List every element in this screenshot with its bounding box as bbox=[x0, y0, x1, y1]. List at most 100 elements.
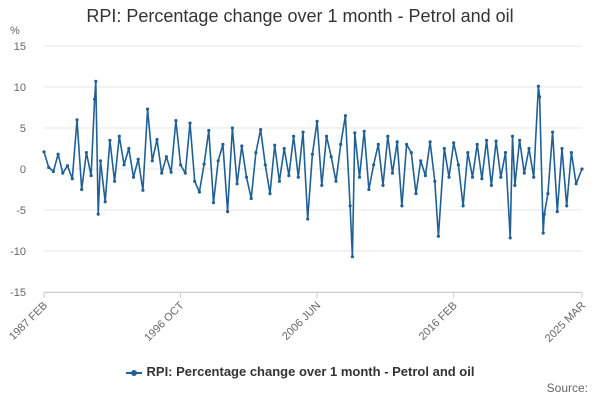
data-point[interactable] bbox=[244, 175, 249, 179]
data-point[interactable] bbox=[466, 151, 470, 155]
data-point[interactable] bbox=[343, 114, 347, 118]
data-point[interactable] bbox=[376, 142, 380, 146]
data-point[interactable] bbox=[324, 134, 329, 138]
credits-text[interactable]: Source: bbox=[546, 381, 588, 395]
data-point[interactable] bbox=[235, 182, 239, 186]
data-point[interactable] bbox=[362, 129, 366, 133]
data-point[interactable] bbox=[414, 192, 418, 196]
data-point[interactable] bbox=[65, 164, 70, 168]
data-point[interactable] bbox=[202, 162, 206, 166]
data-point[interactable] bbox=[419, 159, 423, 163]
data-point[interactable] bbox=[254, 151, 258, 155]
data-point[interactable] bbox=[263, 163, 267, 167]
data-point[interactable] bbox=[301, 130, 305, 134]
data-point[interactable] bbox=[127, 146, 131, 151]
data-point[interactable] bbox=[348, 204, 352, 208]
data-point[interactable] bbox=[339, 142, 343, 146]
data-point[interactable] bbox=[532, 175, 536, 179]
data-point[interactable] bbox=[470, 175, 475, 179]
data-point[interactable] bbox=[569, 151, 574, 155]
data-point[interactable] bbox=[122, 163, 126, 167]
data-point[interactable] bbox=[98, 159, 103, 163]
data-point[interactable] bbox=[150, 159, 154, 163]
data-point[interactable] bbox=[216, 159, 220, 163]
data-point[interactable] bbox=[551, 130, 555, 134]
data-point[interactable] bbox=[409, 151, 413, 155]
data-point[interactable] bbox=[447, 175, 451, 179]
data-point[interactable] bbox=[513, 183, 517, 187]
data-point[interactable] bbox=[542, 212, 546, 216]
data-point[interactable] bbox=[197, 190, 201, 194]
data-point[interactable] bbox=[390, 171, 395, 175]
data-point[interactable] bbox=[475, 142, 479, 146]
data-point[interactable] bbox=[268, 192, 272, 196]
data-point[interactable] bbox=[70, 177, 74, 181]
data-point[interactable] bbox=[315, 119, 319, 123]
data-point[interactable] bbox=[296, 175, 300, 179]
data-point[interactable] bbox=[423, 174, 427, 178]
data-point[interactable] bbox=[510, 134, 515, 138]
data-point[interactable] bbox=[51, 169, 56, 174]
data-point[interactable] bbox=[226, 210, 230, 214]
data-point[interactable] bbox=[357, 175, 362, 179]
data-point[interactable] bbox=[188, 121, 192, 125]
data-point[interactable] bbox=[350, 255, 354, 259]
data-point[interactable] bbox=[560, 146, 564, 151]
data-point[interactable] bbox=[155, 137, 159, 142]
data-point[interactable] bbox=[320, 183, 324, 187]
data-point[interactable] bbox=[405, 142, 409, 146]
data-point[interactable] bbox=[489, 183, 493, 187]
data-point[interactable] bbox=[282, 146, 286, 151]
data-point[interactable] bbox=[183, 171, 187, 175]
data-point[interactable] bbox=[527, 146, 531, 151]
data-point[interactable] bbox=[160, 171, 164, 175]
data-point[interactable] bbox=[508, 236, 512, 240]
data-point[interactable] bbox=[136, 157, 140, 161]
data-point[interactable] bbox=[555, 210, 559, 214]
data-point[interactable] bbox=[42, 150, 46, 154]
data-point[interactable] bbox=[395, 140, 399, 144]
data-point[interactable] bbox=[310, 152, 314, 156]
data-point[interactable] bbox=[574, 182, 578, 186]
data-point[interactable] bbox=[372, 163, 376, 167]
data-point[interactable] bbox=[400, 204, 404, 208]
data-point[interactable] bbox=[221, 142, 225, 146]
data-point[interactable] bbox=[565, 204, 569, 208]
data-point[interactable] bbox=[580, 167, 584, 171]
data-point[interactable] bbox=[436, 234, 440, 238]
data-point[interactable] bbox=[292, 134, 296, 138]
data-point[interactable] bbox=[207, 128, 211, 133]
data-point[interactable] bbox=[61, 171, 65, 175]
data-point[interactable] bbox=[75, 118, 79, 122]
data-point[interactable] bbox=[499, 175, 503, 179]
data-point[interactable] bbox=[108, 138, 112, 142]
data-point[interactable] bbox=[131, 175, 136, 179]
data-point[interactable] bbox=[93, 97, 97, 101]
data-point[interactable] bbox=[94, 79, 98, 83]
data-point[interactable] bbox=[240, 144, 244, 148]
data-point[interactable] bbox=[503, 151, 508, 155]
data-point[interactable] bbox=[103, 200, 107, 204]
data-point[interactable] bbox=[452, 141, 456, 145]
data-point[interactable] bbox=[56, 152, 60, 156]
data-point[interactable] bbox=[47, 165, 51, 169]
data-point[interactable] bbox=[381, 183, 385, 187]
data-point[interactable] bbox=[456, 163, 460, 167]
data-point[interactable] bbox=[494, 139, 498, 143]
data-point[interactable] bbox=[249, 196, 253, 201]
data-point[interactable] bbox=[80, 187, 84, 192]
data-point[interactable] bbox=[353, 131, 357, 135]
data-point[interactable] bbox=[117, 134, 121, 138]
data-point[interactable] bbox=[141, 188, 145, 192]
data-point[interactable] bbox=[442, 146, 446, 151]
data-point[interactable] bbox=[306, 217, 310, 221]
data-point[interactable] bbox=[461, 204, 465, 208]
data-point[interactable] bbox=[96, 212, 100, 216]
data-point[interactable] bbox=[538, 95, 542, 99]
data-point[interactable] bbox=[211, 201, 216, 205]
data-point[interactable] bbox=[546, 192, 550, 196]
data-point[interactable] bbox=[164, 155, 168, 159]
data-point[interactable] bbox=[174, 119, 178, 123]
data-point[interactable] bbox=[485, 138, 489, 142]
data-point[interactable] bbox=[480, 177, 484, 181]
